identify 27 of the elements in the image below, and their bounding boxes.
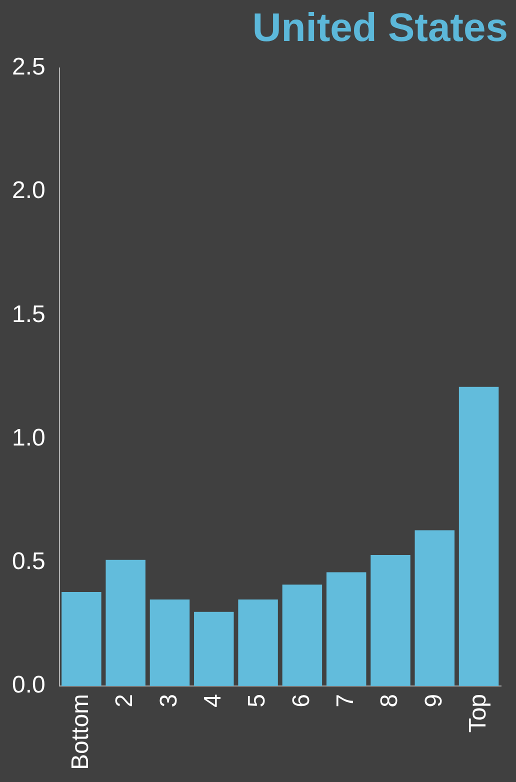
bar [150,599,190,686]
x-tick-label: Top [464,694,492,733]
y-tick-label: 2.0 [12,177,46,204]
bar [414,530,455,686]
chart-title: United States [252,6,508,50]
y-tick-label: 0.5 [12,548,46,575]
x-tick-label: 8 [376,694,404,708]
x-tick-label: 3 [155,694,182,708]
bar [194,612,234,686]
y-tick-label: 1.5 [12,300,46,328]
bar [282,584,322,686]
x-tick-label: 9 [420,694,448,708]
bar [370,554,410,686]
bar [238,599,278,686]
bar [458,386,499,686]
y-tick-label: 2.5 [12,54,46,81]
y-tick-label: 1.0 [12,424,46,452]
bar [62,592,102,686]
y-tick-label: 0.0 [12,672,46,699]
bar [326,572,366,686]
x-tick-label: 7 [332,694,359,708]
x-tick-label: Bottom [67,694,94,770]
bar [106,560,146,686]
x-tick-label: 2 [111,694,138,708]
x-tick-label: 6 [288,694,315,708]
x-tick-label: 5 [244,694,271,708]
x-tick-label: 4 [200,694,227,708]
